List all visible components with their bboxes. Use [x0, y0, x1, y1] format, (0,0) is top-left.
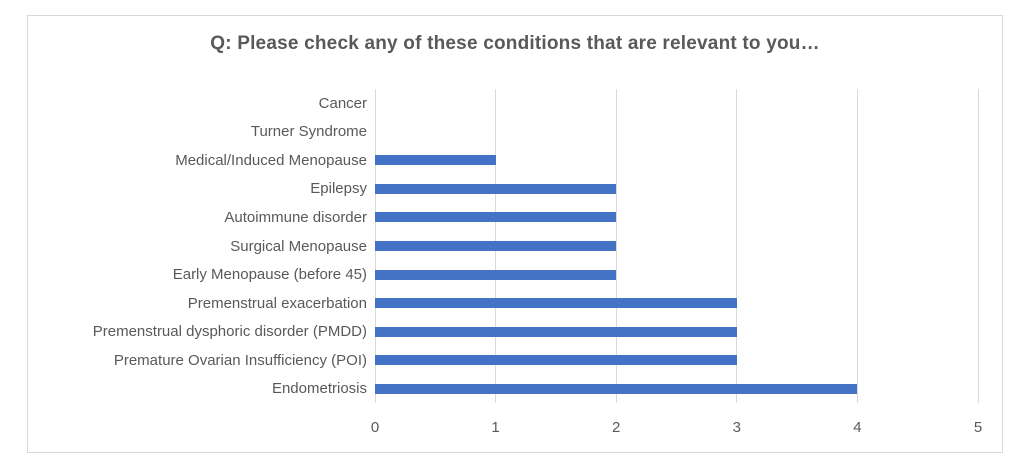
bar-row: [375, 374, 978, 403]
bar-row: [375, 289, 978, 318]
value-axis-labels: 0 1 2 3 4 5: [371, 419, 982, 439]
bar-row: [375, 317, 978, 346]
x-tick-label: 2: [612, 419, 621, 436]
category-label: Epilepsy: [310, 180, 367, 198]
gridline: [977, 89, 979, 403]
gridline: [856, 89, 858, 403]
category-label: Endometriosis: [271, 380, 367, 398]
bar: [375, 383, 858, 394]
x-tick-label: 4: [853, 419, 862, 436]
chart-area-border: Q: Please check any of these conditions …: [27, 15, 1003, 453]
category-axis-labels: Cancer Turner Syndrome Medical/Induced Men…: [34, 89, 375, 403]
category-label: Early Menopause (before 45): [172, 266, 367, 284]
x-tick-label: 5: [973, 419, 983, 436]
bar-row: [375, 146, 978, 175]
x-tick-label: 0: [370, 419, 380, 436]
bar-series: [375, 89, 978, 403]
category-label: Premenstrual exacerbation: [187, 294, 367, 312]
bar-row: [375, 346, 978, 375]
category-label: Premenstrual dysphoric disorder (PMDD): [92, 323, 367, 341]
x-tick-label: 1: [491, 419, 500, 436]
category-label: Premature Ovarian Insufficiency (POI): [113, 351, 367, 369]
category-label: Surgical Menopause: [230, 237, 367, 255]
category-label: Medical/Induced Menopause: [175, 151, 367, 169]
bar: [375, 241, 617, 251]
bar: [375, 298, 737, 309]
category-label: Turner Syndrome: [250, 123, 367, 141]
bar: [375, 326, 737, 337]
x-tick-label: 3: [732, 419, 741, 436]
bar-row: [375, 89, 978, 118]
plot-area: [374, 89, 979, 403]
bar-row: [375, 118, 978, 147]
bar-row: [375, 232, 978, 261]
bar: [375, 355, 737, 366]
bar-row: [375, 260, 978, 289]
bar-row: [375, 175, 978, 204]
bar-row: [375, 203, 978, 232]
gridline: [615, 89, 617, 403]
category-label: Autoimmune disorder: [224, 208, 367, 226]
category-label: Cancer: [318, 94, 367, 112]
bar: [375, 269, 617, 280]
bar: [375, 155, 496, 166]
chart-title: Q: Please check any of these conditions …: [210, 33, 820, 54]
bar: [375, 212, 617, 223]
bar: [375, 183, 617, 194]
gridline: [736, 89, 738, 403]
